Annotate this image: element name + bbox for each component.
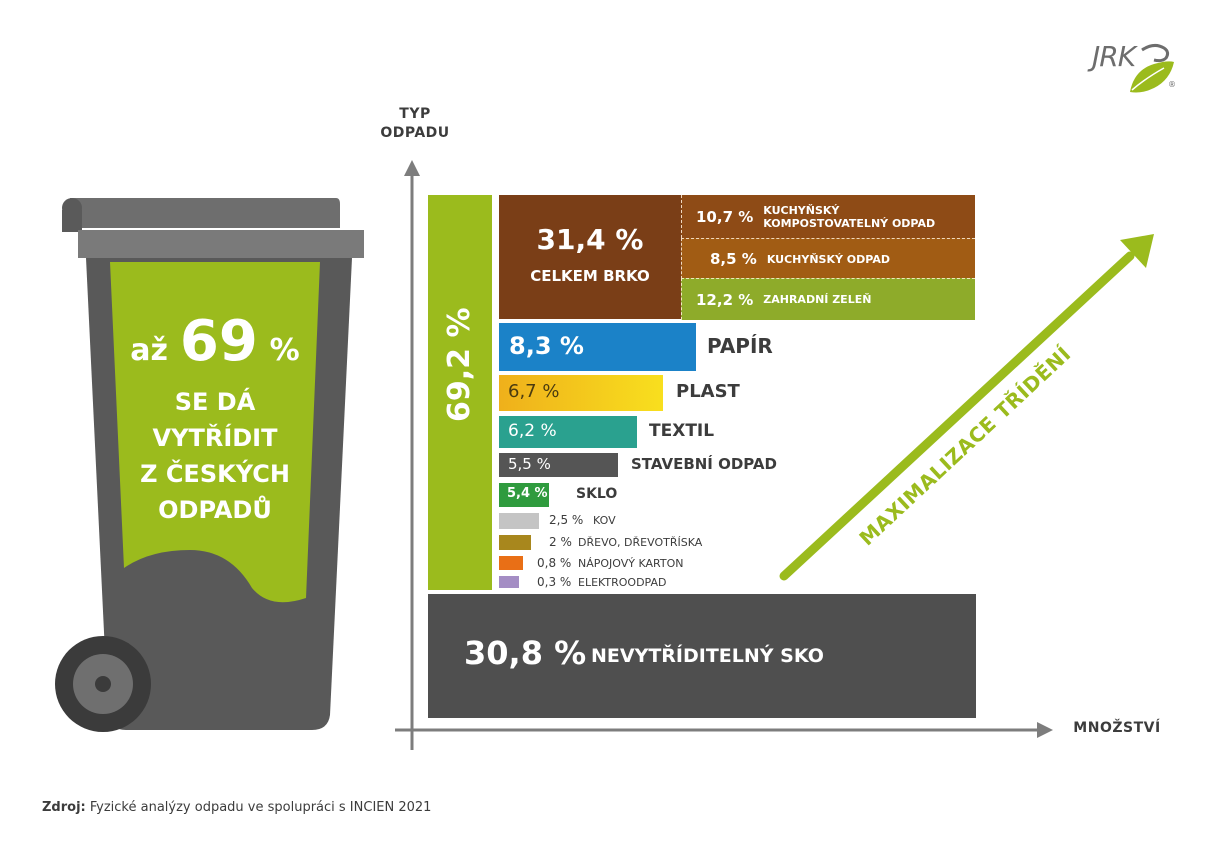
bin-number: 69: [179, 309, 258, 374]
brko-total-bar: [499, 195, 681, 319]
bin-line-4: Z ČESKÝCH: [140, 460, 290, 488]
bin-headline: až 69 %: [112, 312, 318, 381]
label-kov: KOV: [593, 514, 616, 527]
bin-suffix: %: [269, 333, 300, 368]
chart-axes: [395, 160, 1053, 750]
value-elektro: 0,3 %: [537, 575, 572, 589]
label-drevo: DŘEVO, DŘEVOTŘÍSKA: [578, 536, 703, 549]
value-drevo: 2 %: [549, 535, 572, 549]
brko-kuch-komp-value: 10,7 %: [696, 207, 754, 226]
brko-total-value: 31,4 %: [536, 223, 644, 256]
brko-kuch-komp-name: KUCHYŇSKÝ KOMPOSTOVATELNÝ ODPAD: [763, 204, 935, 230]
sortable-total-bar: [428, 195, 492, 590]
brko-zahrada-value: 12,2 %: [696, 290, 754, 309]
brko-kuchynsky-odpad: 8,5 % KUCHYŇSKÝ ODPAD: [681, 238, 975, 279]
bar-unsortable-sko: [428, 594, 976, 718]
bar-stavebni: [499, 453, 618, 477]
y-axis-title-line2: ODPADU: [380, 125, 450, 141]
brko-kuchynsky-kompostovatelny: 10,7 % KUCHYŇSKÝ KOMPOSTOVATELNÝ ODPAD: [681, 195, 975, 238]
bin-line-5: ODPADŮ: [158, 496, 272, 524]
y-axis-title-line1: TYP: [399, 106, 431, 122]
bar-plast: [499, 375, 663, 411]
label-plast: PLAST: [676, 381, 740, 402]
brko-kuch-name: KUCHYŇSKÝ ODPAD: [766, 252, 890, 266]
maximization-arrow-icon: [779, 234, 1154, 581]
brko-kuch-komp-name-line1: KUCHYŇSKÝ: [763, 203, 840, 217]
bin-prefix: až: [130, 333, 169, 368]
value-unsortable-sko: 30,8 %: [464, 634, 587, 672]
bar-sklo: [499, 483, 549, 507]
x-axis-title: MNOŽSTVÍ: [1073, 720, 1161, 736]
value-plast: 6,7 %: [508, 381, 560, 402]
waste-bin-graphic: [55, 198, 364, 732]
value-kov: 2,5 %: [549, 513, 584, 527]
value-sklo: 5,4 %: [507, 486, 548, 501]
brko-zahrada-name: ZAHRADNÍ ZELEŇ: [763, 293, 872, 306]
bar-papir: [499, 323, 696, 371]
label-elektro: ELEKTROODPAD: [578, 576, 667, 589]
value-karton: 0,8 %: [537, 556, 572, 570]
bar-drevo: [499, 535, 531, 550]
brko-kuch-value: 8,5 %: [710, 250, 757, 268]
label-stavebni: STAVEBNÍ ODPAD: [631, 455, 777, 473]
bin-line-3: VYTŘÍDIT: [152, 424, 278, 452]
bar-kov: [499, 513, 539, 529]
y-axis-title: TYP ODPADU: [370, 105, 460, 143]
label-textil: TEXTIL: [649, 421, 715, 441]
label-papir: PAPÍR: [707, 334, 773, 358]
source-text: Fyzické analýzy odpadu ve spolupráci s I…: [85, 800, 432, 815]
sortable-total-label: 69,2 %: [442, 307, 477, 422]
leaf-icon: [1130, 43, 1174, 93]
label-unsortable-sko: NEVYTŘÍDITELNÝ SKO: [591, 645, 824, 667]
value-textil: 6,2 %: [508, 421, 557, 441]
bin-line-2: SE DÁ: [174, 388, 256, 416]
value-stavebni: 5,5 %: [508, 455, 551, 473]
logo-text: JRK: [1092, 40, 1136, 73]
label-sklo: SKLO: [576, 486, 618, 502]
brko-zahradni-zelen: 12,2 % ZAHRADNÍ ZELEŇ: [681, 278, 975, 320]
registered-mark: ®: [1168, 80, 1176, 89]
value-papir: 8,3 %: [509, 332, 584, 360]
brko-kuch-komp-name-line2: KOMPOSTOVATELNÝ ODPAD: [763, 216, 936, 230]
source-note: Zdroj: Fyzické analýzy odpadu ve spolupr…: [42, 800, 431, 815]
bar-elektro: [499, 576, 519, 588]
jrk-logo: JRK ®: [1090, 40, 1180, 96]
bar-textil: [499, 416, 637, 448]
brko-total-name: CELKEM BRKO: [530, 267, 650, 285]
bar-karton: [499, 556, 523, 570]
source-prefix: Zdroj:: [42, 800, 86, 815]
label-karton: NÁPOJOVÝ KARTON: [578, 557, 684, 570]
